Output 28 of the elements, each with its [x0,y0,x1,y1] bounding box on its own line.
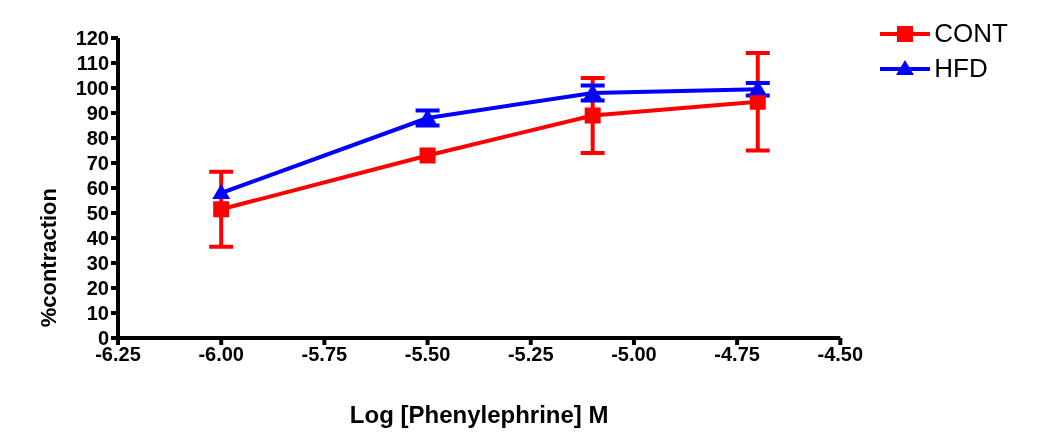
y-tick-label: 60 [86,177,109,200]
y-tick-label: 30 [86,252,109,275]
y-tick-label: 70 [86,152,109,175]
y-tick-label: 90 [86,102,109,125]
x-tick-label: -5.00 [611,343,657,366]
y-axis-title: %contraction [35,188,61,328]
x-tick-label: -5.25 [507,343,554,366]
y-tick-label: 40 [86,227,109,250]
x-axis-title: Log [Phenylephrine] M [349,401,609,429]
y-tick-label: 50 [86,202,109,225]
point [212,184,231,199]
x-tick-label: -4.50 [817,343,864,366]
y-tick-label: 110 [76,52,109,75]
x-tick-label: -6.00 [198,343,244,366]
point [584,107,601,124]
y-tick-label: 120 [75,27,109,50]
point [419,147,436,164]
y-tick-label: 80 [86,127,109,150]
y-tick-label: 10 [86,302,109,325]
point [213,201,230,218]
legend-label: HFD [934,53,988,84]
point [749,93,766,110]
x-tick-label: -4.75 [714,343,760,366]
x-tick-label: -5.75 [301,343,348,366]
y-tick-label: 100 [75,77,109,100]
y-tick-label: 20 [86,277,109,300]
x-tick-label: -5.50 [404,343,451,366]
legend-label: CONT [934,18,1008,49]
